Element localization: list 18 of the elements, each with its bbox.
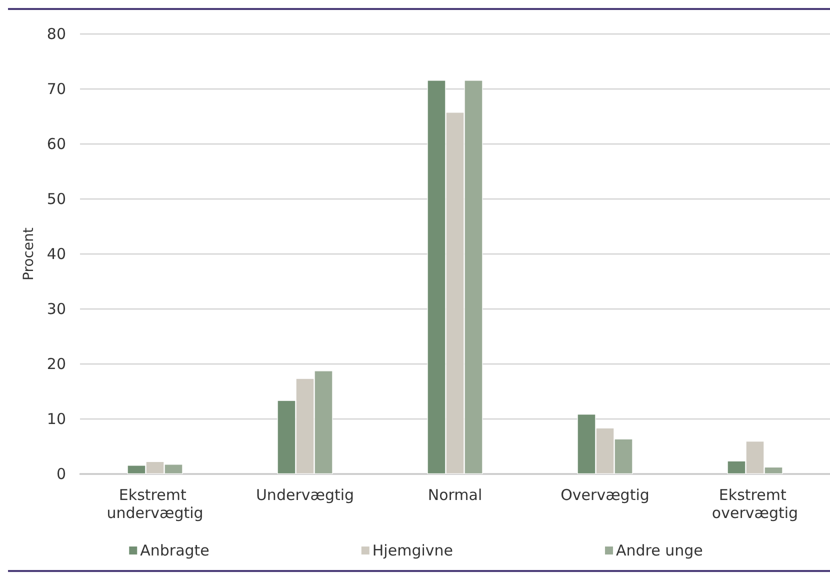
x-tick-label: Ekstremt undervægtig bbox=[106, 486, 204, 522]
x-tick-label: Undervægtig bbox=[256, 486, 354, 504]
x-tick-label: Normal bbox=[428, 486, 482, 504]
y-tick-label: 30 bbox=[46, 300, 66, 318]
y-tick-label: 60 bbox=[46, 135, 66, 153]
y-tick-label: 20 bbox=[46, 355, 66, 373]
y-tick-label: 40 bbox=[46, 245, 66, 263]
legend-label: Hjemgivne bbox=[372, 542, 453, 560]
y-tick-label: 70 bbox=[46, 80, 66, 98]
y-tick-label: 10 bbox=[46, 410, 66, 428]
x-tick-label: Ekstremt overvægtig bbox=[712, 486, 798, 522]
legend-label: Andre unge bbox=[616, 542, 703, 560]
y-tick-label: 0 bbox=[56, 465, 66, 483]
y-axis-title: Procent bbox=[21, 227, 38, 280]
legend-label: Anbragte bbox=[140, 542, 210, 560]
y-tick-label: 50 bbox=[46, 190, 66, 208]
y-tick-label: 80 bbox=[46, 25, 66, 43]
x-tick-label: Overvægtig bbox=[560, 486, 650, 504]
